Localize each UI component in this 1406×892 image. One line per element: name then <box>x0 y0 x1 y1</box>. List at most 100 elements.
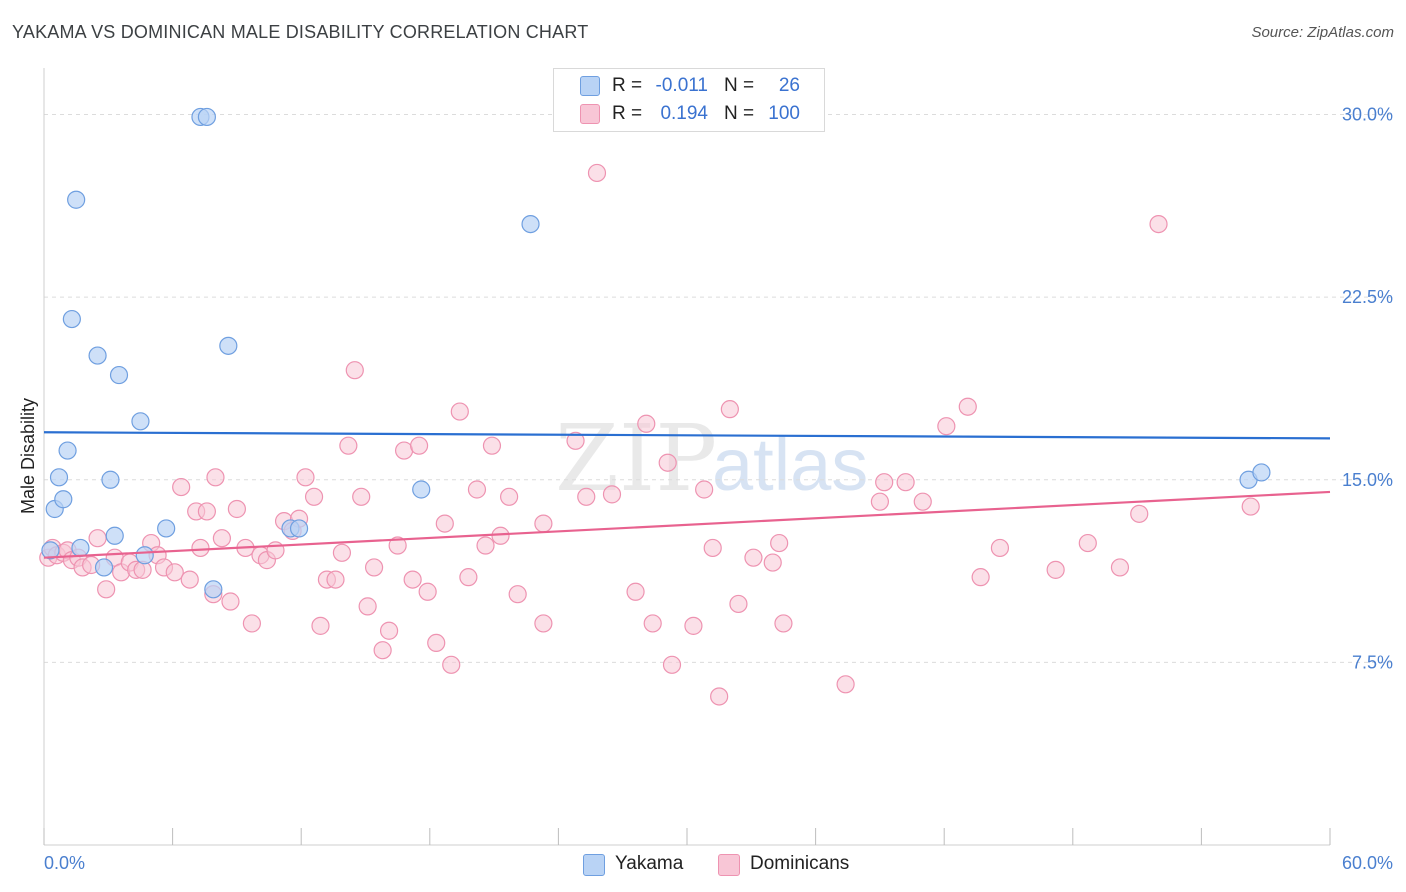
dominican-point <box>296 468 315 487</box>
dominican-point <box>587 163 607 183</box>
yakama-point <box>131 412 150 431</box>
dominican-point <box>197 502 216 521</box>
dominican-point <box>364 558 384 577</box>
yakama-swatch <box>580 76 600 96</box>
yakama-point <box>204 580 223 599</box>
dominican-point <box>913 492 932 511</box>
legend-n-value: 26 <box>778 75 800 96</box>
y-tick-labels: 7.5% 15.0% 22.5% 30.0% <box>1342 105 1393 673</box>
yakama-point <box>49 468 69 487</box>
trend-lines <box>43 431 1331 559</box>
dominican-point <box>662 655 682 674</box>
dominican-point <box>958 397 977 416</box>
legend-n-value: 100 <box>768 103 800 124</box>
dominican-swatch <box>580 104 600 124</box>
dominican-point <box>870 492 890 511</box>
yakama-point <box>197 107 216 127</box>
dominican-point <box>534 514 553 533</box>
yakama-point <box>135 546 154 565</box>
dominican-point <box>418 582 437 601</box>
dominican-point <box>373 641 392 660</box>
dominican-point <box>534 614 553 633</box>
y-tick-label: 7.5% <box>1352 652 1393 672</box>
source-label: Source: ZipAtlas.com <box>1251 24 1394 41</box>
dominican-point <box>326 570 345 589</box>
yakama-point <box>1252 463 1271 482</box>
dominican-point <box>1046 560 1065 579</box>
dominican-point <box>720 400 739 419</box>
dominican-point <box>339 436 358 455</box>
dominican-point <box>1078 533 1097 553</box>
correlation-legend: R = -0.011 N = 26 R = 0.194 N = 100 <box>553 68 825 132</box>
dominican-point <box>97 580 116 599</box>
dominican-point <box>467 480 487 499</box>
dominican-point <box>577 487 596 506</box>
dominican-point <box>836 675 855 694</box>
dominican-trend-line <box>43 490 1331 559</box>
yakama-point <box>58 441 77 460</box>
dominican-point <box>345 361 364 380</box>
legend-r-value: 0.194 <box>660 103 708 124</box>
yakama-point <box>157 519 176 538</box>
dominican-point <box>242 614 262 633</box>
dominican-point <box>710 687 729 706</box>
dominican-point <box>500 487 519 506</box>
dominican-point <box>388 536 407 555</box>
dominican-point <box>684 616 703 635</box>
legend-n-label: N = <box>724 75 755 96</box>
dominican-point <box>763 553 782 572</box>
y-tick-label: 22.5% <box>1342 287 1393 307</box>
dominican-point <box>1149 214 1168 234</box>
dominican-point <box>409 436 429 455</box>
dominican-point <box>476 536 495 555</box>
yakama-point <box>88 346 107 365</box>
dominican-point <box>482 436 502 455</box>
dominican-point <box>450 402 469 421</box>
legend-row-yakama: R = -0.011 N = 26 <box>554 73 824 99</box>
dominican-point <box>212 529 231 548</box>
dominican-point <box>508 585 527 604</box>
dominican-point <box>602 485 622 504</box>
dominican-point <box>770 533 789 553</box>
y-tick-label: 15.0% <box>1342 470 1393 490</box>
dominican-point <box>403 570 422 589</box>
yakama-point <box>289 519 309 538</box>
yakama-point <box>62 309 81 329</box>
yakama-trend-line <box>43 431 1331 440</box>
dominican-point <box>1130 504 1149 523</box>
dominican-point <box>88 529 107 548</box>
dominican-point <box>491 526 510 545</box>
y-axis-label: Male Disability <box>18 398 38 514</box>
legend-label-yakama: Yakama <box>615 853 684 874</box>
dominican-point <box>875 473 894 492</box>
dominican-point <box>266 541 285 560</box>
dominican-point <box>626 582 645 601</box>
gridlines <box>44 114 1393 663</box>
dominican-point <box>896 473 915 492</box>
dominican-point <box>165 563 184 582</box>
dominican-point <box>180 570 199 589</box>
dominican-point <box>427 633 446 653</box>
dominican-point <box>643 614 662 633</box>
dominican-point <box>358 597 377 616</box>
yakama-point <box>105 526 124 545</box>
dominican-point <box>435 514 454 533</box>
yakama-point <box>521 214 540 234</box>
dominican-point <box>744 548 763 567</box>
dominican-point <box>459 568 478 587</box>
zipatlas-watermark: ZIP atlas <box>555 405 868 512</box>
legend-label-dominicans: Dominicans <box>750 853 850 874</box>
yakama-point <box>412 480 431 499</box>
dominican-point <box>937 417 956 436</box>
y-tick-label: 30.0% <box>1342 105 1393 125</box>
dominican-point <box>172 477 191 497</box>
dominican-point <box>394 441 414 460</box>
yakama-swatch <box>583 854 605 876</box>
dominican-point <box>227 499 246 519</box>
yakama-point <box>41 541 60 560</box>
dominican-point <box>332 543 352 562</box>
dominican-point <box>442 655 461 674</box>
x-tick-max: 60.0% <box>1342 853 1393 873</box>
dominican-point <box>695 480 714 499</box>
